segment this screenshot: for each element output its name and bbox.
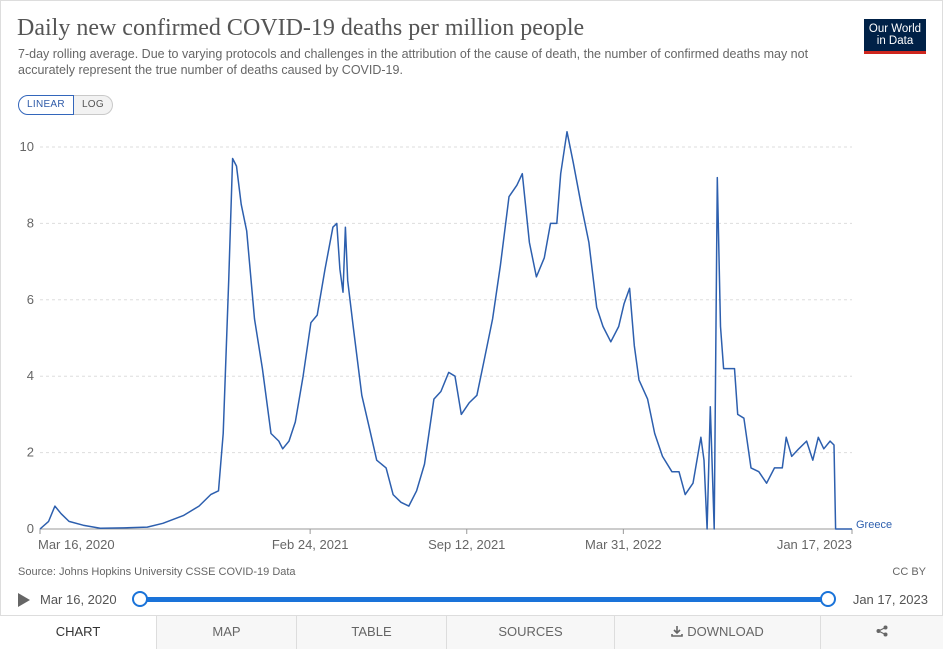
scale-toggle: LINEAR LOG (18, 95, 113, 115)
tab-chart[interactable]: CHART (0, 616, 156, 649)
tab-table[interactable]: TABLE (296, 616, 446, 649)
share-icon (876, 625, 888, 637)
license-link[interactable]: CC BY (892, 566, 926, 578)
tab-sources[interactable]: SOURCES (446, 616, 614, 649)
timeline-start-handle[interactable] (132, 591, 148, 607)
timeline-end-label: Jan 17, 2023 (852, 592, 928, 607)
tab-download-label: DOWNLOAD (687, 624, 764, 639)
timeline-end-handle[interactable] (820, 591, 836, 607)
series-label-greece: Greece (856, 519, 892, 531)
tab-bar: CHART MAP TABLE SOURCES DOWNLOAD (0, 615, 943, 649)
timeline: Mar 16, 2020 Jan 17, 2023 (18, 590, 928, 610)
linear-scale-button[interactable]: LINEAR (18, 95, 74, 115)
x-tick-label: Mar 16, 2020 (38, 537, 115, 552)
chart-title: Daily new confirmed COVID-19 deaths per … (17, 15, 585, 41)
y-tick-label: 0 (27, 521, 34, 536)
download-icon (671, 626, 684, 637)
source-note: Source: Johns Hopkins University CSSE CO… (18, 566, 296, 578)
y-tick-label: 6 (27, 292, 34, 307)
logo-line-1: Our World (868, 23, 922, 35)
play-icon[interactable] (18, 593, 30, 607)
x-tick-label: Sep 12, 2021 (428, 537, 505, 552)
y-tick-label: 4 (27, 368, 34, 383)
timeline-start-label: Mar 16, 2020 (40, 592, 117, 607)
x-tick-label: Feb 24, 2021 (272, 537, 349, 552)
y-axis-ticks: 0 2 4 6 8 10 (20, 139, 34, 536)
log-scale-button[interactable]: LOG (73, 95, 113, 115)
owid-logo[interactable]: Our World in Data (864, 19, 926, 54)
x-tick-label: Jan 17, 2023 (777, 537, 852, 552)
x-tick-label: Mar 31, 2022 (585, 537, 662, 552)
grid-lines (40, 146, 852, 530)
line-chart: 0 2 4 6 8 10 Mar 16, 2020 Feb 24, 2021 Sep 12, … (20, 130, 892, 552)
tab-share[interactable] (820, 616, 943, 649)
x-axis-ticks: Mar 16, 2020 Feb 24, 2021 Sep 12, 2021 Mar … (38, 529, 853, 552)
logo-line-2: in Data (876, 35, 914, 47)
tab-map[interactable]: MAP (156, 616, 296, 649)
chart-subtitle: 7-day rolling average. Due to varying pr… (18, 47, 809, 77)
series-line-greece[interactable] (39, 130, 852, 530)
y-tick-label: 10 (20, 139, 34, 154)
y-tick-label: 8 (27, 215, 34, 230)
tab-download[interactable]: DOWNLOAD (614, 616, 820, 649)
y-tick-label: 2 (27, 445, 34, 460)
series-layer: Greece (39, 130, 892, 531)
timeline-track[interactable] (140, 597, 828, 602)
